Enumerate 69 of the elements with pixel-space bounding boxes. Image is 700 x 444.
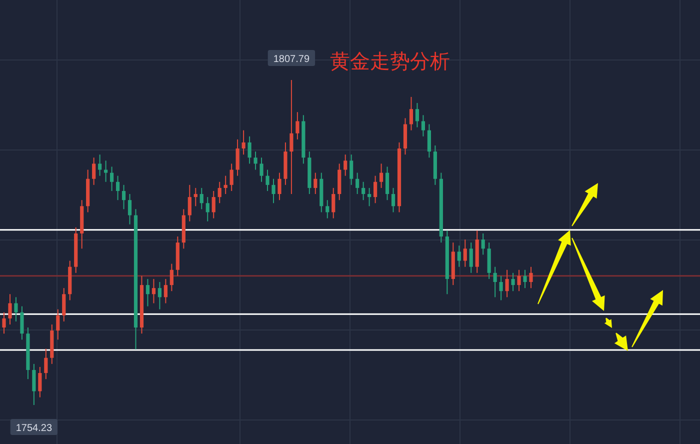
candlestick xyxy=(517,269,521,292)
candlestick xyxy=(146,278,150,307)
candlestick xyxy=(421,114,426,137)
annotation: 1807.79 xyxy=(273,54,310,65)
candlestick xyxy=(188,184,192,222)
candlestick xyxy=(254,151,258,170)
candlestick xyxy=(511,272,515,292)
candlestick xyxy=(499,275,503,301)
annotation: 1754.23 xyxy=(16,423,52,434)
candlestick xyxy=(152,278,156,304)
candlestick xyxy=(344,154,348,176)
candlestick xyxy=(350,154,354,186)
candlestick xyxy=(98,154,102,176)
candlestick xyxy=(20,306,24,340)
candlestick xyxy=(332,187,336,219)
candlestick xyxy=(368,187,372,207)
candlestick xyxy=(38,366,42,398)
candlestick xyxy=(224,175,228,195)
candlestick xyxy=(44,348,48,380)
candlestick xyxy=(272,178,276,204)
candlestick xyxy=(122,184,126,210)
candlestick xyxy=(242,130,246,156)
candlestick xyxy=(314,172,318,195)
candlestick xyxy=(362,181,366,201)
candlestick xyxy=(290,80,294,195)
candlestick xyxy=(56,308,60,340)
candlestick xyxy=(296,112,300,140)
candlestick xyxy=(2,312,6,334)
candlestick xyxy=(32,363,36,406)
candlestick xyxy=(218,181,222,204)
candlestick xyxy=(92,157,96,186)
candlestick xyxy=(379,163,384,188)
candlestick xyxy=(529,266,533,289)
candlestick xyxy=(391,187,396,213)
candlestick xyxy=(62,288,66,322)
candlestick xyxy=(170,263,174,292)
candlestick xyxy=(230,163,234,192)
candlestick xyxy=(110,166,114,192)
candlestick xyxy=(415,102,420,128)
candlestick xyxy=(200,187,204,210)
candlestick xyxy=(493,266,497,298)
candlestick xyxy=(104,160,108,182)
candlestick xyxy=(278,172,282,201)
candlestick xyxy=(356,172,360,195)
candlestick xyxy=(385,166,390,201)
candlestick xyxy=(409,96,414,131)
candlestick xyxy=(523,269,527,289)
candlestick xyxy=(469,242,473,274)
candlestick xyxy=(8,294,12,325)
candlestick xyxy=(212,190,216,219)
candlestick xyxy=(427,124,431,158)
candlestick xyxy=(194,187,198,207)
candlestick xyxy=(158,282,162,310)
candlestick xyxy=(260,157,264,182)
candlestick xyxy=(236,138,240,176)
candlestick xyxy=(206,196,210,222)
candlestick xyxy=(481,232,485,256)
candlestick xyxy=(14,296,18,322)
candlestick xyxy=(266,169,270,192)
candlestick xyxy=(248,136,252,164)
chart-title: 黄金走势分析 xyxy=(330,49,450,73)
candlestick xyxy=(373,175,378,204)
candlestick xyxy=(326,200,330,219)
candlestick xyxy=(128,194,132,225)
candlestick xyxy=(457,245,461,268)
candlestick xyxy=(463,239,467,268)
candlestick xyxy=(116,175,120,201)
candlestick xyxy=(164,278,168,304)
candlestick xyxy=(505,269,509,298)
